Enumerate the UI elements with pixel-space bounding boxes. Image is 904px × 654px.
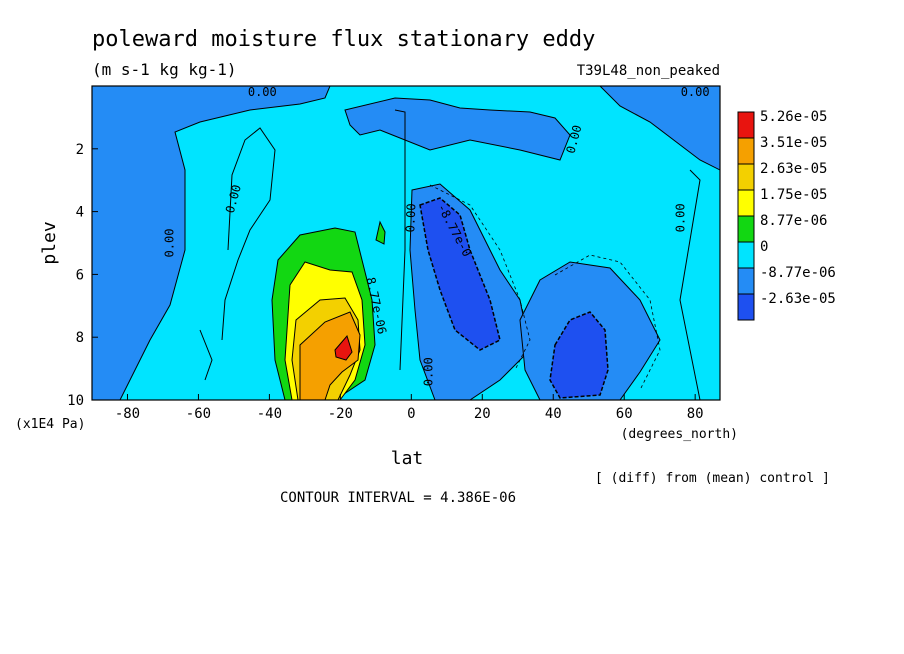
field-positive-max <box>334 334 353 361</box>
zero-contour-line <box>221 127 276 341</box>
y-tick-label: 4 <box>76 205 84 221</box>
contour-label: 0.00 <box>681 85 710 99</box>
legend-label: 2.63e-05 <box>760 161 827 177</box>
y-axis: 2 4 6 8 10 <box>67 142 98 409</box>
legend-label: -8.77e-06 <box>760 265 836 281</box>
legend-label: 5.26e-05 <box>760 109 827 125</box>
x-tick-label: 0 <box>407 406 415 422</box>
legend-label: 0 <box>760 239 768 255</box>
contour-interval: CONTOUR INTERVAL = 4.386E-06 <box>280 490 516 506</box>
legend-swatch <box>737 293 755 321</box>
legend-label: 3.51e-05 <box>760 135 827 151</box>
legend: 5.26e-05 3.51e-05 2.63e-05 1.75e-05 8.77e-06… <box>737 109 836 321</box>
zero-contour-line <box>679 169 701 400</box>
plot-area <box>92 86 720 400</box>
field-strong-negative-2 <box>549 311 609 399</box>
x-tick-label: -80 <box>115 406 140 422</box>
contour-label: 0.00 <box>248 85 277 99</box>
field-strong-negative-1 <box>419 197 501 351</box>
legend-swatch <box>737 241 755 269</box>
legend-swatch <box>737 215 755 243</box>
x-tick-label: 40 <box>545 406 562 422</box>
x-tick-label: -60 <box>186 406 211 422</box>
legend-swatch <box>737 163 755 191</box>
chart-units: (m s-1 kg kg-1) <box>92 60 237 79</box>
y-axis-label: plev <box>39 221 60 264</box>
y-tick-label: 6 <box>76 267 84 283</box>
y-axis-units: (x1E4 Pa) <box>15 417 85 432</box>
field-negative-left <box>92 86 331 400</box>
negative-contour-line <box>429 184 531 371</box>
legend-label: 8.77e-06 <box>760 213 827 229</box>
x-tick-label: -40 <box>257 406 282 422</box>
y-tick-label: 10 <box>67 393 84 409</box>
field-negative-right-top <box>599 86 720 171</box>
contour-label: 0.00 <box>673 203 687 232</box>
x-axis: -80 -60 -40 -20 0 20 40 60 80 <box>115 394 704 422</box>
field-positive-3e-05 <box>299 311 361 400</box>
plot-frame <box>91 85 721 401</box>
contour-label: 0.00 <box>163 229 177 258</box>
y-tick-label: 2 <box>76 142 84 158</box>
run-label: T39L48_non_peaked <box>577 63 720 79</box>
chart-title: poleward moisture flux stationary eddy <box>92 27 595 52</box>
field-positive-blob <box>375 220 386 245</box>
contour-label: 0.00 <box>422 357 436 386</box>
x-axis-units: (degrees_north) <box>621 427 738 442</box>
legend-swatch <box>737 137 755 165</box>
legend-label: 1.75e-05 <box>760 187 827 203</box>
legend-swatch <box>737 267 755 295</box>
x-tick-label: -20 <box>328 406 353 422</box>
y-tick-label: 8 <box>76 330 84 346</box>
legend-label: -2.63e-05 <box>760 291 836 307</box>
contour-label: 0.00 <box>403 203 418 232</box>
zero-contour-line <box>394 109 406 371</box>
field-negative-top-mid <box>344 97 571 161</box>
diff-note: [ (diff) from (mean) control ] <box>595 471 830 486</box>
x-tick-label: 80 <box>687 406 704 422</box>
x-axis-label: lat <box>391 448 424 469</box>
x-tick-label: 60 <box>616 406 633 422</box>
legend-swatch <box>737 189 755 217</box>
legend-swatch <box>737 111 755 139</box>
zero-contour-line <box>199 329 213 381</box>
x-tick-label: 20 <box>474 406 491 422</box>
